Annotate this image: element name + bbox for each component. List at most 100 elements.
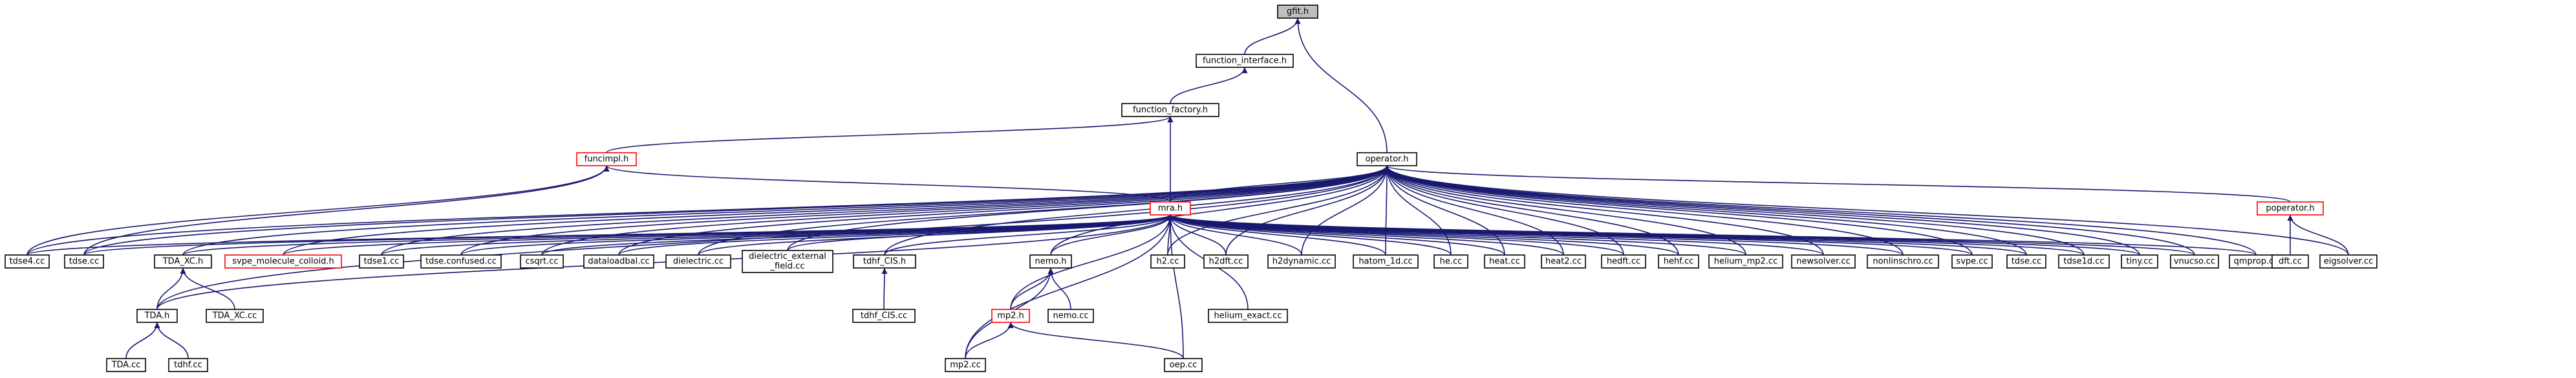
node-box [1029, 254, 1072, 269]
edge-tdhf_cc-to-TDA_h [154, 322, 189, 359]
edge-oep_cc-to-mp2_h [1007, 322, 1184, 359]
node-heat2_cc[interactable]: heat2.cc [1541, 254, 1586, 269]
node-funcimpl_h[interactable]: funcimpl.h [576, 152, 637, 166]
node-label: h2.cc [1157, 257, 1179, 267]
edge-mp2_cc-to-mra_h [965, 214, 1174, 359]
node-label: tdse4.cc [10, 257, 45, 267]
edge-he_cc-to-mra_h [1167, 214, 1452, 256]
node-box [1433, 254, 1468, 269]
node-poperator_h[interactable]: poperator.h [2257, 201, 2324, 216]
node-tdse1_cc[interactable]: tdse1.cc [359, 254, 404, 269]
node-tdse_confused_cc[interactable]: tdse.confused.cc [420, 254, 502, 269]
edge-TDA_XC_h-to-operator_h [182, 165, 1390, 256]
node-he_cc[interactable]: he.cc [1433, 254, 1468, 269]
edge-hatom_1d_cc-to-mra_h [1167, 214, 1386, 256]
node-mp2_cc[interactable]: mp2.cc [945, 358, 986, 372]
node-mra_h[interactable]: mra.h [1150, 201, 1191, 216]
edge-tdhf_CIS_h-to-mra_h [884, 214, 1174, 256]
node-label: h2dft.cc [1209, 257, 1243, 267]
node-helium_mp2_cc[interactable]: helium_mp2.cc [1708, 254, 1783, 269]
node-box [1164, 358, 1203, 372]
node-svpe_cc[interactable]: svpe.cc [1951, 254, 1993, 269]
edge-function_interface_h-to-gfit_h [1244, 17, 1301, 55]
node-box [1353, 254, 1419, 269]
node-label: tdse1d.cc [2063, 257, 2104, 267]
node-box [168, 358, 208, 372]
node-hedft_cc[interactable]: hedft.cc [1601, 254, 1646, 269]
node-TDA_h[interactable]: TDA.h [136, 309, 178, 323]
node-label: helium_mp2.cc [1714, 257, 1777, 267]
node-label: csqrt.cc [525, 257, 558, 267]
edge-mp2_h-to-nemo_h [1010, 267, 1054, 310]
edge-svpe_cc-to-operator_h [1384, 165, 1973, 256]
node-tiny_cc[interactable]: tiny.cc [2121, 254, 2158, 269]
edge-mp2_cc-to-mp2_h [965, 322, 1014, 359]
node-nemo_h[interactable]: nemo.h [1029, 254, 1072, 269]
node-box [2271, 254, 2309, 269]
node-mp2_h[interactable]: mp2.h [991, 309, 1030, 323]
node-tdhf_CIS_cc[interactable]: tdhf_CIS.cc [852, 309, 916, 323]
node-function_interface_h[interactable]: function_interface.h [1196, 54, 1294, 68]
node-label: poperator.h [2266, 204, 2314, 214]
edge-tdse_cc_left-to-operator_h [83, 165, 1390, 256]
node-helium_exact_cc[interactable]: helium_exact.cc [1208, 309, 1288, 323]
node-box [1121, 103, 1219, 117]
node-nonlinschro_cc[interactable]: nonlinschro.cc [1867, 254, 1939, 269]
node-h2dynamic_cc[interactable]: h2dynamic.cc [1267, 254, 1336, 269]
node-oep_cc[interactable]: oep.cc [1164, 358, 1203, 372]
node-vnucso_cc[interactable]: vnucso.cc [2170, 254, 2219, 269]
node-dielectric_cc[interactable]: dielectric.cc [665, 254, 731, 269]
node-h2dft_cc[interactable]: h2dft.cc [1203, 254, 1249, 269]
node-dataloadbal_cc[interactable]: dataloadbal.cc [583, 254, 654, 269]
node-label: vnucso.cc [2174, 257, 2215, 267]
node-TDA_XC_cc[interactable]: TDA_XC.cc [206, 309, 264, 323]
node-box [853, 254, 916, 269]
node-hehf_cc[interactable]: hehf.cc [1658, 254, 1699, 269]
edge-tdse_cc_left-to-mra_h [83, 214, 1174, 256]
node-TDA_cc[interactable]: TDA.cc [106, 358, 146, 372]
edge-poperator_h-to-operator_h [1384, 165, 2291, 203]
node-box [1150, 201, 1191, 216]
node-hatom_1d_cc[interactable]: hatom_1d.cc [1353, 254, 1419, 269]
node-tdse1d_cc[interactable]: tdse1d.cc [2058, 254, 2110, 269]
edge-nemo_h-to-mra_h [1050, 214, 1174, 256]
node-label: svpe_molecule_colloid.h [232, 257, 334, 267]
node-label: tdhf_CIS.h [863, 257, 906, 267]
node-dielectric_external_field_cc[interactable]: dielectric_external_field.cc [742, 250, 833, 273]
node-box [991, 309, 1030, 323]
edge-h2dft_cc-to-operator_h [1225, 165, 1390, 256]
node-tdse_cc_left[interactable]: tdse.cc [64, 254, 104, 269]
edge-tdse_confused_cc-to-mra_h [460, 214, 1174, 256]
node-box [576, 152, 637, 166]
node-label: function_factory.h [1133, 106, 1208, 115]
edge-qmprop_cc-to-mra_h [1167, 214, 2257, 256]
node-qmprop_cc[interactable]: qmprop.cc [2229, 254, 2283, 269]
node-eigsolver_cc[interactable]: eigsolver.cc [2319, 254, 2377, 269]
node-csqrt_cc[interactable]: csqrt.cc [520, 254, 564, 269]
node-box [1267, 254, 1336, 269]
node-box [1357, 152, 1417, 166]
node-TDA_XC_h[interactable]: TDA_XC.h [154, 254, 212, 269]
node-nemo_cc[interactable]: nemo.cc [1047, 309, 1094, 323]
node-box [1601, 254, 1646, 269]
node-tdhf_cc[interactable]: tdhf.cc [168, 358, 208, 372]
node-box [1951, 254, 1993, 269]
edge-h2dynamic_cc-to-mra_h [1167, 214, 1302, 256]
node-operator_h[interactable]: operator.h [1357, 152, 1417, 166]
node-layer: gfit.h function_interface.h function_facto… [5, 5, 2377, 372]
node-box [2006, 254, 2046, 269]
node-box [1277, 5, 1318, 19]
node-svpe_molecule_colloid_h[interactable]: svpe_molecule_colloid.h [224, 254, 342, 269]
node-dft_cc[interactable]: dft.cc [2271, 254, 2309, 269]
node-tdhf_CIS_h[interactable]: tdhf_CIS.h [853, 254, 916, 269]
edge-TDA_cc-to-TDA_h [125, 322, 160, 359]
node-function_factory_h[interactable]: function_factory.h [1121, 103, 1219, 117]
node-h2_cc[interactable]: h2.cc [1150, 254, 1185, 269]
node-heat_cc[interactable]: heat.cc [1484, 254, 1525, 269]
node-tdse_cc_right[interactable]: tdse.cc [2006, 254, 2046, 269]
node-label: function_interface.h [1203, 56, 1287, 66]
node-newsolver_cc[interactable]: newsolver.cc [1791, 254, 1856, 269]
node-tdse4_cc[interactable]: tdse4.cc [5, 254, 50, 269]
node-box [945, 358, 986, 372]
